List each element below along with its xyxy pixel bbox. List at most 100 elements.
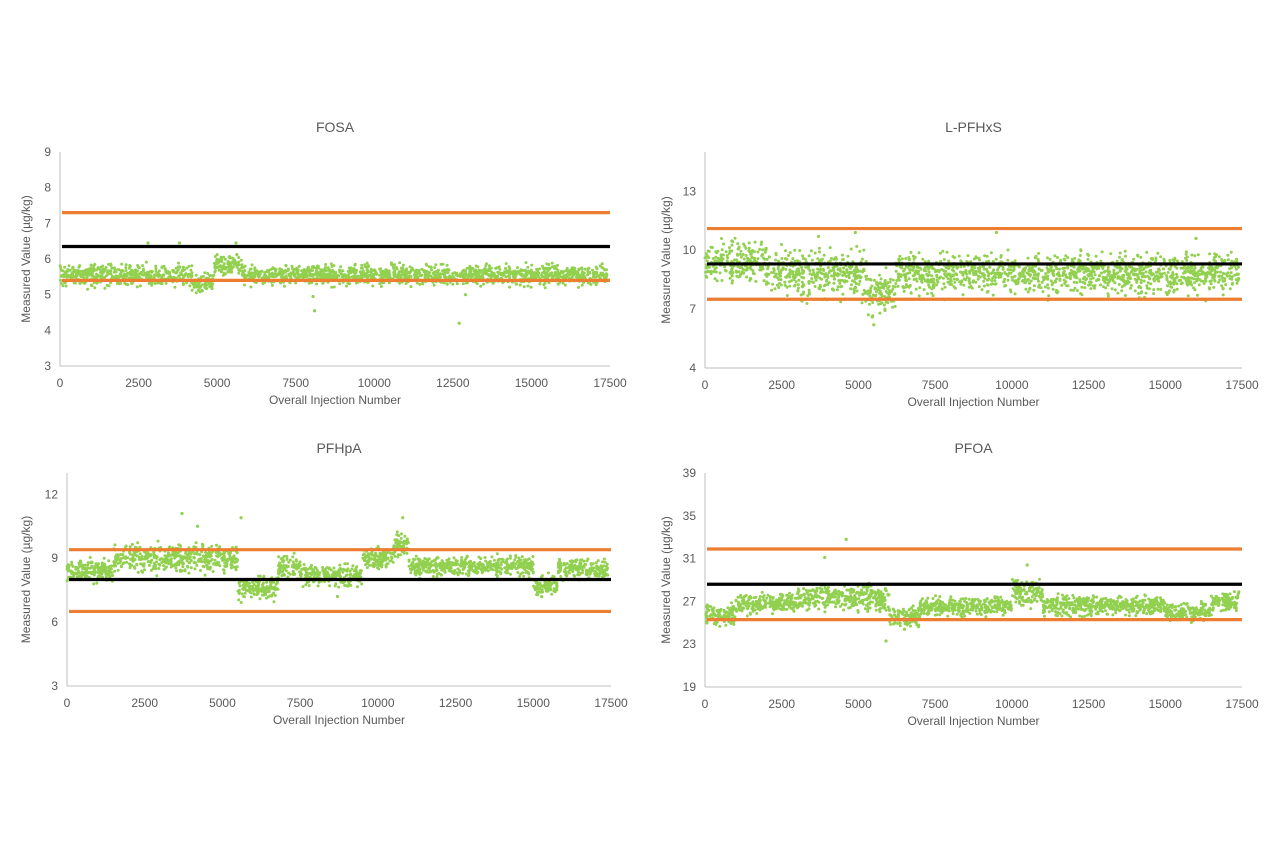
data-point — [176, 265, 180, 269]
data-point — [982, 284, 986, 288]
data-point — [126, 283, 130, 287]
data-point — [497, 265, 501, 269]
data-point — [313, 272, 317, 276]
data-point — [1040, 280, 1044, 284]
data-point — [1159, 287, 1163, 291]
data-point — [796, 268, 800, 272]
data-point — [1069, 268, 1073, 272]
data-point — [939, 259, 943, 263]
data-point — [972, 279, 975, 283]
data-point — [72, 275, 76, 278]
data-point — [828, 246, 832, 250]
data-point — [220, 268, 224, 271]
data-point — [1106, 273, 1110, 277]
data-point — [230, 557, 234, 561]
data-point — [896, 272, 900, 276]
data-point — [821, 268, 825, 272]
data-point — [136, 264, 140, 267]
data-point — [978, 269, 982, 273]
data-point — [1152, 277, 1156, 281]
data-point — [378, 267, 382, 271]
data-point — [964, 270, 968, 274]
x-tick-label: 12500 — [439, 696, 473, 710]
data-point — [860, 301, 864, 305]
data-point — [1189, 269, 1193, 273]
data-point — [779, 274, 782, 278]
data-point — [1215, 270, 1219, 274]
data-point — [899, 275, 903, 279]
data-point — [1072, 288, 1075, 292]
data-point — [878, 286, 882, 290]
data-point — [119, 557, 123, 560]
data-point — [83, 270, 87, 274]
data-point — [409, 285, 413, 289]
data-point — [1022, 269, 1026, 273]
data-point — [192, 285, 196, 289]
data-point — [565, 266, 569, 270]
data-point — [337, 585, 341, 589]
data-point — [896, 275, 900, 279]
data-point — [1034, 273, 1038, 277]
data-point — [1222, 272, 1225, 276]
data-point — [756, 257, 760, 261]
data-point — [813, 274, 817, 278]
data-point — [306, 266, 310, 269]
data-point — [112, 560, 116, 564]
data-point — [338, 268, 341, 272]
data-point — [946, 280, 950, 284]
data-point — [235, 253, 239, 257]
x-tick-label: 7500 — [287, 696, 314, 710]
data-point — [269, 580, 273, 584]
data-point — [326, 572, 330, 576]
data-point — [78, 264, 82, 268]
data-point — [229, 270, 233, 273]
data-point — [894, 269, 898, 273]
x-tick-label: 17500 — [1225, 378, 1259, 392]
data-point — [1185, 255, 1189, 259]
data-point — [109, 567, 113, 571]
data-point — [232, 565, 236, 569]
data-point — [209, 551, 213, 555]
data-point — [1217, 274, 1221, 278]
data-point — [1173, 264, 1177, 268]
data-point — [1208, 267, 1212, 271]
data-point — [234, 262, 238, 266]
data-point — [182, 268, 186, 272]
data-point — [822, 253, 826, 257]
data-point — [1058, 278, 1062, 282]
data-point — [321, 566, 324, 569]
y-tick-label: 7 — [44, 216, 51, 230]
data-point — [73, 571, 77, 575]
data-point — [277, 555, 281, 559]
data-point — [854, 266, 858, 270]
data-point — [810, 258, 814, 262]
data-point — [281, 560, 285, 564]
data-point — [339, 265, 343, 269]
data-point — [156, 281, 159, 285]
data-point — [468, 269, 472, 273]
data-point — [126, 556, 130, 560]
data-point — [870, 284, 874, 288]
data-point — [487, 264, 491, 268]
data-point — [1078, 254, 1082, 257]
data-point — [840, 253, 844, 257]
data-point — [292, 551, 296, 555]
data-point — [527, 271, 531, 275]
data-point — [704, 252, 708, 256]
data-point — [464, 272, 468, 275]
data-point — [1168, 258, 1172, 262]
data-point — [1091, 270, 1095, 274]
data-point — [142, 267, 145, 271]
data-point — [346, 562, 349, 566]
data-point — [323, 568, 327, 572]
data-point — [154, 267, 158, 271]
data-point — [232, 554, 236, 558]
data-point — [445, 282, 449, 286]
data-point — [252, 587, 256, 591]
data-point — [744, 254, 748, 257]
outlier-point — [872, 323, 876, 327]
data-point — [114, 564, 118, 568]
data-point — [977, 285, 981, 289]
data-point — [1033, 284, 1036, 288]
data-point — [1056, 256, 1059, 259]
